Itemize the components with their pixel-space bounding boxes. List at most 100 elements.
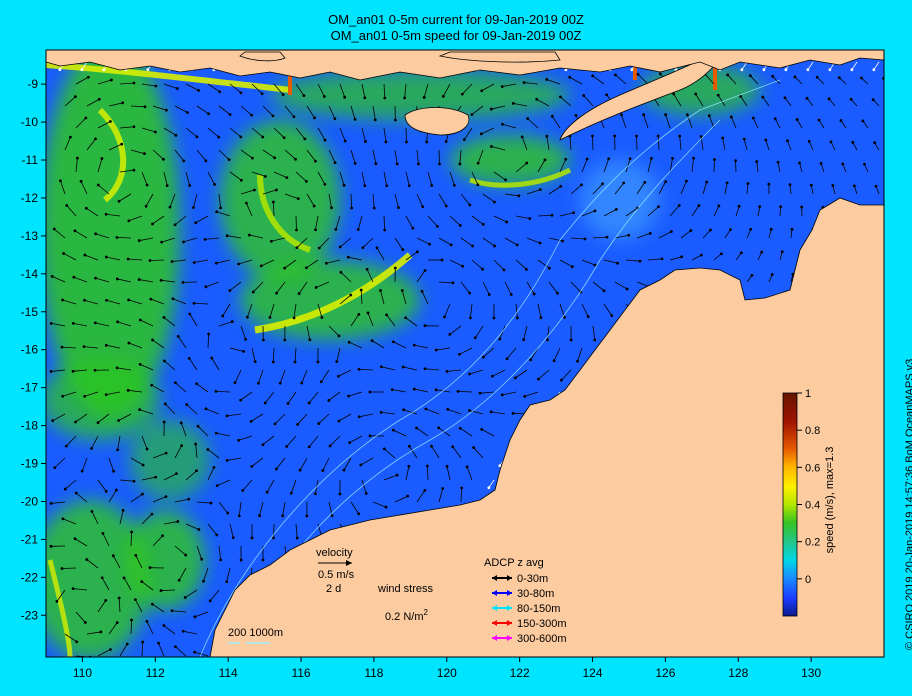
current-arrow-head xyxy=(771,74,775,78)
current-arrow-head xyxy=(230,320,234,323)
current-arrow-head xyxy=(430,444,433,448)
current-arrow xyxy=(442,83,451,97)
current-arrow xyxy=(141,513,153,525)
current-arrow-head xyxy=(337,374,340,378)
current-arrow-head xyxy=(314,228,317,232)
current-arrow-head xyxy=(509,662,512,665)
current-arrow-head xyxy=(272,536,276,540)
current-arrow xyxy=(272,201,275,217)
current-arrow-head xyxy=(74,420,77,424)
current-arrow-head xyxy=(161,534,164,538)
current-arrow xyxy=(852,142,858,151)
wind-stress-value: 0.2 N/m xyxy=(385,611,424,623)
current-arrow xyxy=(502,123,517,129)
current-arrow-head xyxy=(210,356,214,360)
current-arrow xyxy=(251,347,256,362)
current-arrow-head xyxy=(311,662,314,665)
current-arrow-head xyxy=(108,120,112,123)
current-arrow-head xyxy=(281,514,285,518)
current-arrow-head xyxy=(146,68,150,72)
current-arrow-head xyxy=(498,464,502,468)
current-arrow-head xyxy=(337,334,341,338)
current-arrow xyxy=(603,303,613,316)
current-arrow xyxy=(423,83,429,98)
current-arrow xyxy=(339,294,352,305)
current-arrow-head xyxy=(55,600,59,603)
current-arrow xyxy=(306,193,315,207)
current-arrow-head xyxy=(593,263,597,267)
current-arrow xyxy=(188,358,198,371)
current-arrow xyxy=(381,412,396,415)
current-arrow-head xyxy=(364,491,368,495)
current-arrow xyxy=(581,259,596,266)
current-arrow xyxy=(174,149,185,162)
current-arrow-head xyxy=(293,360,297,364)
current-arrow-head xyxy=(423,367,427,371)
current-arrow xyxy=(772,76,781,85)
current-arrow xyxy=(449,171,455,186)
current-arrow-head xyxy=(71,587,75,590)
current-arrow-head xyxy=(525,267,528,271)
current-arrow-head xyxy=(96,183,100,187)
colorbar-ticks: 0 0.2 0.4 0.6 0.8 1 xyxy=(797,388,820,586)
current-arrow-head xyxy=(440,258,444,262)
current-arrow-head xyxy=(100,576,104,580)
current-arrow-head xyxy=(444,204,448,208)
current-arrow-head xyxy=(61,298,64,302)
current-arrow-head xyxy=(605,93,609,97)
current-arrow-head xyxy=(479,132,483,136)
current-arrow-head xyxy=(849,97,853,101)
current-arrow-head xyxy=(657,205,660,209)
current-arrow-head xyxy=(292,316,296,320)
current-arrow-head xyxy=(642,113,646,117)
current-arrow-head xyxy=(333,161,337,165)
current-arrow xyxy=(491,105,506,110)
current-arrow xyxy=(438,488,444,503)
current-arrow-head xyxy=(150,512,154,516)
current-arrow xyxy=(348,256,363,261)
current-arrow xyxy=(215,390,231,393)
land-sumba xyxy=(404,107,470,136)
current-arrow-head xyxy=(94,276,97,280)
current-arrow-head xyxy=(391,340,395,344)
current-arrow xyxy=(592,325,596,340)
current-arrow-head xyxy=(443,315,446,319)
current-arrow-head xyxy=(133,598,137,602)
current-arrow-head xyxy=(85,558,89,561)
current-arrow xyxy=(52,413,66,422)
current-arrow-head xyxy=(709,228,712,232)
current-arrow-head xyxy=(751,662,754,665)
current-arrow xyxy=(704,73,715,85)
current-arrow-head xyxy=(407,464,411,468)
current-arrow-head xyxy=(889,515,892,518)
current-arrow xyxy=(350,501,359,514)
current-arrow xyxy=(515,215,530,219)
current-arrow-head xyxy=(322,95,326,98)
current-arrow xyxy=(446,466,451,481)
current-arrow xyxy=(172,298,187,305)
current-arrow-head xyxy=(525,161,529,165)
current-arrow-head xyxy=(93,321,97,325)
current-arrow-head xyxy=(430,184,434,187)
current-arrow xyxy=(471,215,484,225)
current-arrow xyxy=(839,77,847,85)
current-arrow xyxy=(358,368,374,371)
current-arrow-head xyxy=(228,113,232,116)
current-arrow xyxy=(361,171,366,186)
current-arrow-head xyxy=(456,389,460,393)
current-arrow-head xyxy=(127,219,131,223)
y-tick-label: -21 xyxy=(21,532,39,546)
current-arrow xyxy=(240,325,246,340)
current-arrow xyxy=(524,391,539,397)
current-arrow-head xyxy=(556,291,559,295)
current-arrow-head xyxy=(194,442,198,446)
current-arrow-head xyxy=(370,339,374,342)
current-arrow xyxy=(488,479,495,488)
current-arrow xyxy=(471,259,483,270)
current-arrow-head xyxy=(636,72,640,76)
current-arrow xyxy=(636,233,651,239)
current-arrow-head xyxy=(725,181,729,185)
current-arrow xyxy=(119,169,134,173)
current-arrow xyxy=(658,181,667,195)
